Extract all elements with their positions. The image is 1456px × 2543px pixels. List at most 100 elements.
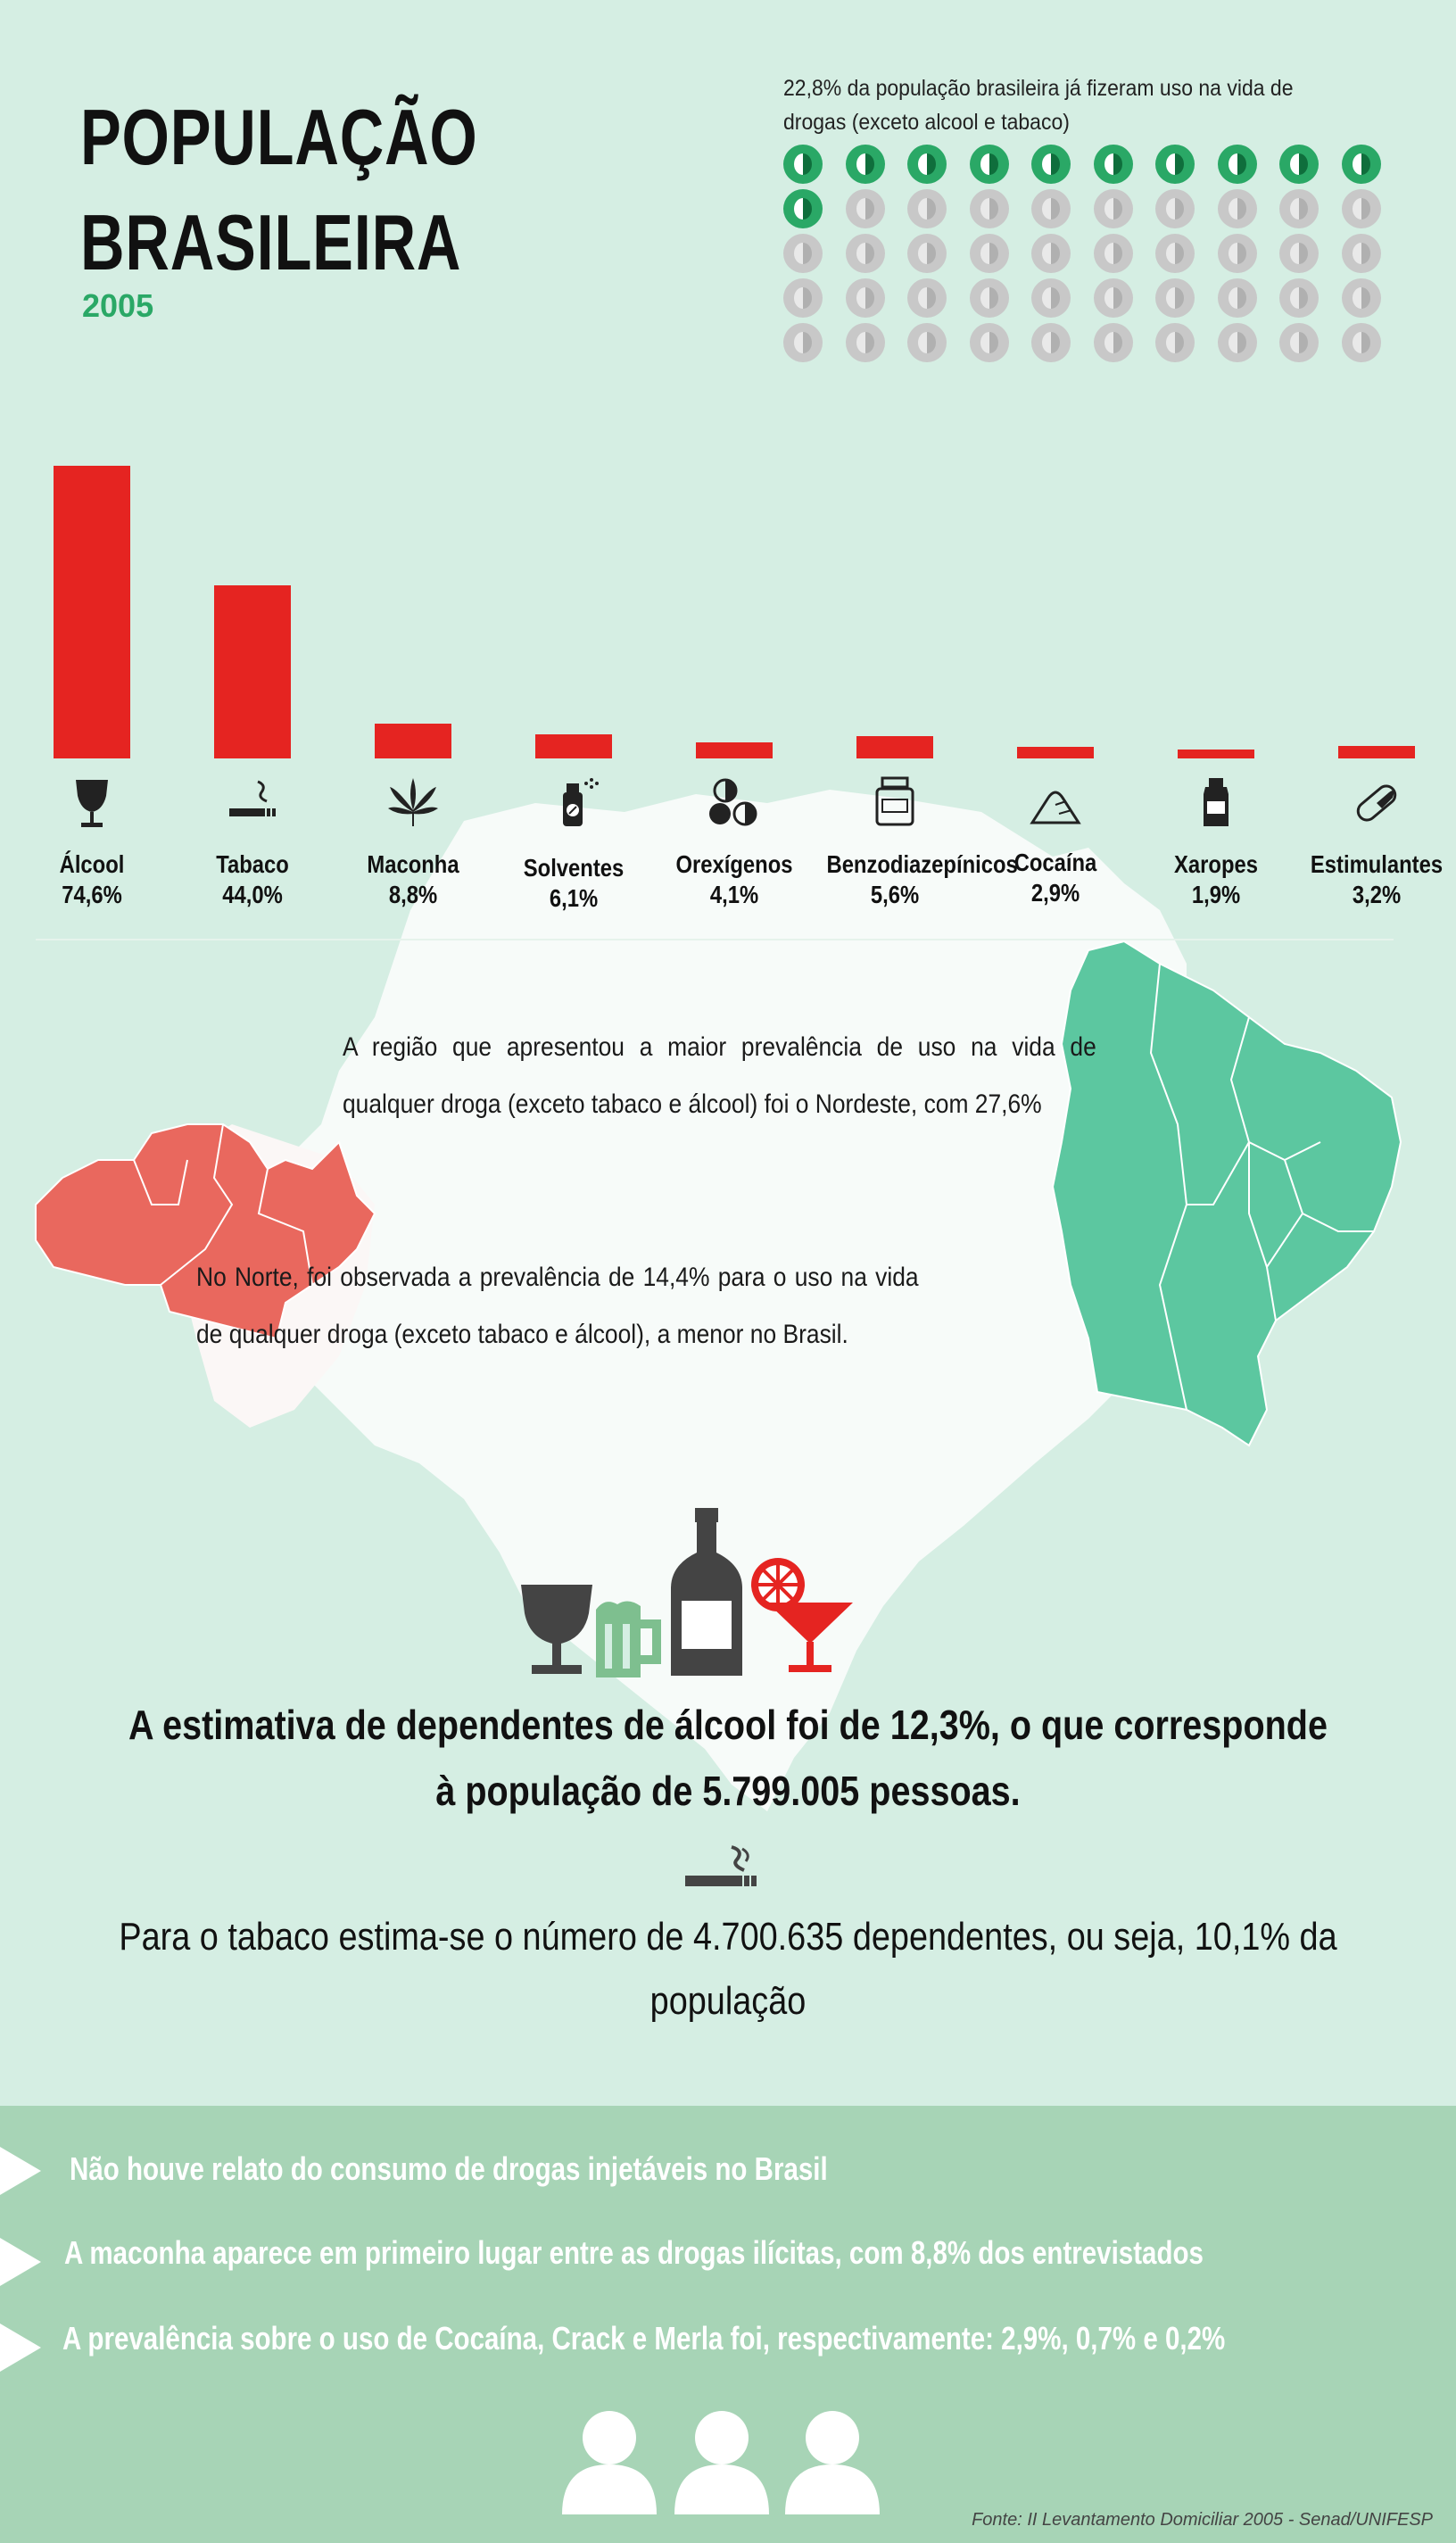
cocktail-icon [751,1558,853,1672]
bullet-arrow-icon [0,2323,41,2372]
dot-empty [1217,234,1257,273]
person-icon [562,2411,657,2514]
dot-empty [1031,189,1071,228]
dot-empty [845,189,885,228]
dot-empty [1217,189,1257,228]
dot-empty [1341,323,1381,362]
drug-name: Álcool [59,850,125,878]
dot-filled [783,145,823,184]
drug-value: 4,1% [709,881,759,908]
drug-name: Benzodiazepínicos [826,850,1018,878]
pills-icon [709,778,757,826]
drug-name: Orexígenos [675,850,793,878]
drug-label: Estimulantes 3,2% [1309,849,1445,910]
medicine-jar-icon [875,776,914,826]
nordeste-text: A região que apresentou a maior prevalên… [343,1032,1096,1119]
dot-empty [969,189,1009,228]
bar-tabaco [214,585,291,758]
powder-pile-icon [1030,791,1081,824]
cigarette-icon [685,1845,757,1886]
drug-value: 3,2% [1352,881,1402,908]
bar-benzodiazepínicos [856,736,933,758]
norte-region [35,1123,376,1340]
dot-filled [969,145,1009,184]
alcohol-text-line-2: à população de 5.799.005 pessoas. [435,1768,1021,1814]
beer-mug-icon [596,1601,661,1677]
brazil-white-region [223,790,1249,1811]
wine-glass-icon [521,1585,592,1674]
cannabis-leaf-icon [388,778,438,826]
title-line-1: POPULAÇÃO [80,93,478,181]
dot-empty [907,323,947,362]
dot-grid [783,145,1385,368]
dot-empty [907,189,947,228]
dot-filled [1155,145,1195,184]
dot-filled [1093,145,1133,184]
drug-value: 44,0% [222,881,283,908]
dot-empty [969,323,1009,362]
dot-empty [969,234,1009,273]
drug-bar-chart [36,464,1427,758]
dot-filled [1279,145,1319,184]
wine-glass-icon [76,780,108,827]
bottle-icon [671,1508,742,1676]
dot-empty [1093,278,1133,318]
person-icon [785,2411,880,2514]
dot-empty [1341,189,1381,228]
spray-can-icon [563,778,599,826]
dot-empty [1279,323,1319,362]
year-label: 2005 [82,287,154,324]
dot-filled [1341,145,1381,184]
tobacco-text-line-1: Para o tabaco estima-se o número de 4.70… [119,1915,1337,1959]
drug-label: Maconha 8,8% [345,849,482,910]
drug-label: Cocaína 2,9% [988,848,1124,908]
dot-empty [1341,278,1381,318]
dot-empty [907,278,947,318]
bar-maconha [375,724,451,758]
dot-empty [1155,278,1195,318]
dot-empty [1279,189,1319,228]
drug-label: Solventes 6,1% [506,853,642,914]
dot-empty [1093,234,1133,273]
dot-empty [969,278,1009,318]
drug-label: Álcool 74,6% [24,849,161,910]
drug-name: Tabaco [216,850,289,878]
bar-solventes [535,734,612,758]
drug-label: Benzodiazepínicos 5,6% [826,849,1018,910]
dot-empty [1279,234,1319,273]
dot-empty [1155,189,1195,228]
brazil-map [35,790,1402,1811]
title-line-2: BRASILEIRA [80,198,462,286]
cigarette-icon [229,780,276,816]
dot-empty [1217,323,1257,362]
fact-2: A maconha aparece em primeiro lugar entr… [64,2234,1204,2271]
drug-value: 2,9% [1030,879,1080,907]
dot-empty [907,234,947,273]
dot-empty [1155,234,1195,273]
drug-label: Xaropes 1,9% [1148,849,1285,910]
drug-value: 5,6% [870,881,920,908]
dot-empty [783,234,823,273]
dot-empty [783,278,823,318]
dot-empty [1155,323,1195,362]
bar-estimulantes [1338,745,1415,758]
dot-filled [1031,145,1071,184]
syrup-bottle-icon [1204,778,1228,826]
dot-empty [1341,234,1381,273]
drug-label: Tabaco 44,0% [185,849,321,910]
dot-empty [845,323,885,362]
divider [36,939,1394,940]
drug-value: 8,8% [388,881,438,908]
fact-1: Não houve relato do consumo de drogas in… [70,2150,828,2187]
bullet-arrow-icon [0,2147,41,2195]
drug-label: Orexígenos 4,1% [666,849,803,910]
dot-empty [1031,234,1071,273]
source-note: Fonte: II Levantamento Domiciliar 2005 -… [972,2510,1433,2530]
dot-filled [907,145,947,184]
alcohol-text-line-1: A estimativa de dependentes de álcool fo… [128,1702,1328,1748]
drug-value: 1,9% [1191,881,1241,908]
page-title: POPULAÇÃO BRASILEIRA [80,85,478,295]
dot-empty [783,323,823,362]
dot-empty [1093,323,1133,362]
bar-orexígenos [696,741,773,758]
